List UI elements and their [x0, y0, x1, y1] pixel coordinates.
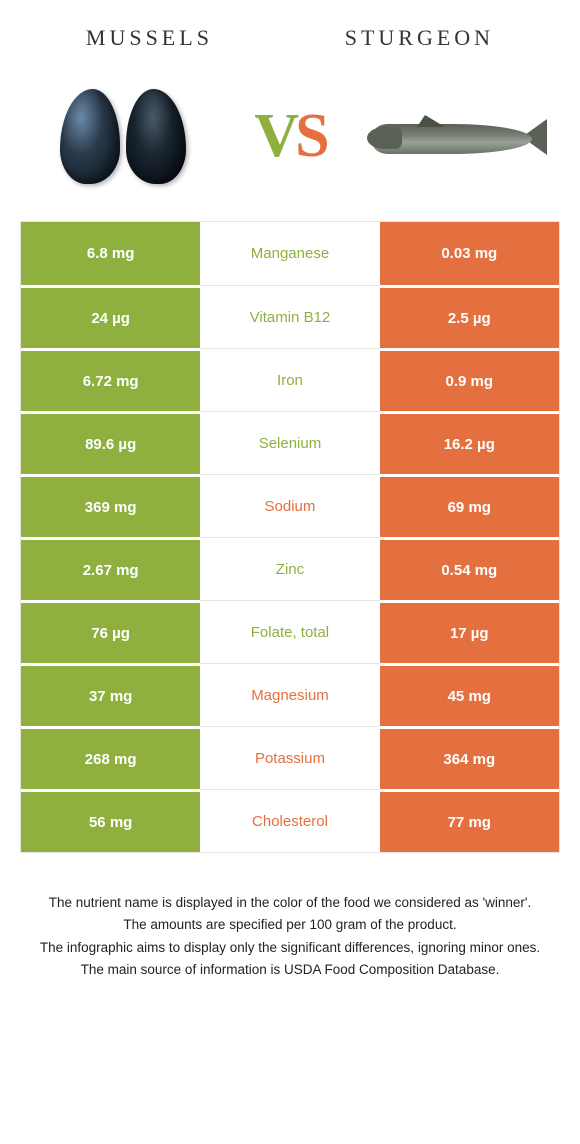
nutrient-table: 6.8 mgManganese0.03 mg24 µgVitamin B122.… — [20, 221, 560, 853]
mussels-icon — [60, 89, 186, 184]
left-value: 268 mg — [21, 726, 200, 789]
right-value: 364 mg — [380, 726, 559, 789]
left-value: 6.8 mg — [21, 222, 200, 285]
nutrient-label: Folate, total — [200, 600, 379, 663]
left-value: 369 mg — [21, 474, 200, 537]
vs-v: V — [254, 102, 295, 170]
vs-label: VS — [254, 101, 325, 172]
table-row: 76 µgFolate, total17 µg — [21, 600, 559, 663]
footnotes: The nutrient name is displayed in the co… — [0, 853, 580, 980]
right-value: 16.2 µg — [380, 411, 559, 474]
table-row: 6.72 mgIron0.9 mg — [21, 348, 559, 411]
left-value: 6.72 mg — [21, 348, 200, 411]
right-value: 2.5 µg — [380, 285, 559, 348]
note-line: The main source of information is USDA F… — [30, 960, 550, 980]
nutrient-label: Selenium — [200, 411, 379, 474]
nutrient-label: Sodium — [200, 474, 379, 537]
table-row: 37 mgMagnesium45 mg — [21, 663, 559, 726]
note-line: The amounts are specified per 100 gram o… — [30, 915, 550, 935]
right-value: 45 mg — [380, 663, 559, 726]
note-line: The infographic aims to display only the… — [30, 938, 550, 958]
nutrient-label: Vitamin B12 — [200, 285, 379, 348]
right-value: 0.03 mg — [380, 222, 559, 285]
mussels-image — [38, 81, 208, 191]
table-row: 369 mgSodium69 mg — [21, 474, 559, 537]
nutrient-label: Zinc — [200, 537, 379, 600]
left-value: 89.6 µg — [21, 411, 200, 474]
left-value: 37 mg — [21, 663, 200, 726]
nutrient-label: Iron — [200, 348, 379, 411]
right-value: 0.9 mg — [380, 348, 559, 411]
food-a-title: Mussels — [86, 25, 213, 51]
right-value: 77 mg — [380, 789, 559, 852]
table-row: 24 µgVitamin B122.5 µg — [21, 285, 559, 348]
table-row: 6.8 mgManganese0.03 mg — [21, 222, 559, 285]
table-row: 268 mgPotassium364 mg — [21, 726, 559, 789]
right-value: 0.54 mg — [380, 537, 559, 600]
table-row: 89.6 µgSelenium16.2 µg — [21, 411, 559, 474]
nutrient-label: Cholesterol — [200, 789, 379, 852]
food-b-title: Sturgeon — [345, 25, 494, 51]
table-row: 2.67 mgZinc0.54 mg — [21, 537, 559, 600]
left-value: 24 µg — [21, 285, 200, 348]
nutrient-label: Potassium — [200, 726, 379, 789]
table-row: 56 mgCholesterol77 mg — [21, 789, 559, 852]
nutrient-label: Manganese — [200, 222, 379, 285]
nutrient-label: Magnesium — [200, 663, 379, 726]
imagery-row: VS — [0, 61, 580, 221]
right-value: 17 µg — [380, 600, 559, 663]
left-value: 2.67 mg — [21, 537, 200, 600]
sturgeon-image — [372, 81, 542, 191]
vs-s: S — [295, 102, 325, 170]
header: Mussels Sturgeon — [0, 0, 580, 61]
left-value: 76 µg — [21, 600, 200, 663]
note-line: The nutrient name is displayed in the co… — [30, 893, 550, 913]
sturgeon-icon — [372, 109, 542, 164]
right-value: 69 mg — [380, 474, 559, 537]
left-value: 56 mg — [21, 789, 200, 852]
